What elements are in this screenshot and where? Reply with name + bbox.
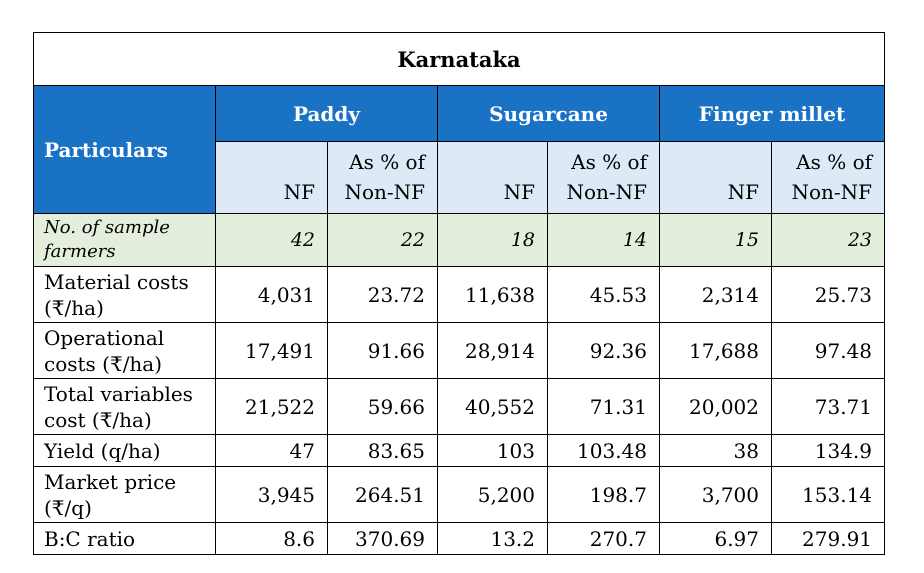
table-row-market-price: Market price (₹/q) 3,945 264.51 5,200 198…	[33, 466, 886, 523]
pct-header: As % of Non-NF	[770, 141, 886, 214]
table-cell: 20,002	[659, 378, 772, 435]
table-cell: 3,700	[659, 466, 772, 523]
table-cell: 23	[770, 213, 886, 267]
table-cell: 3,945	[215, 466, 328, 523]
table-cell: 14	[547, 213, 660, 267]
table-row-total-variables-cost: Total variables cost (₹/ha) 21,522 59.66 …	[33, 378, 886, 435]
table-cell: 38	[659, 434, 772, 467]
table-row-sample-farmers: No. of sample farmers 42 22 18 14 15 23	[33, 213, 886, 267]
table-cell: 25.73	[770, 266, 886, 323]
particulars-header: Particulars	[33, 85, 216, 214]
nf-header: NF	[437, 141, 548, 214]
table-row-bc-ratio: B:C ratio 8.6 370.69 13.2 270.7 6.97 279…	[33, 522, 886, 555]
row-label: Material costs (₹/ha)	[33, 266, 216, 323]
pct-header: As % of Non-NF	[547, 141, 660, 214]
table-cell: 6.97	[659, 522, 772, 555]
table-cell: 91.66	[327, 322, 438, 379]
table-row-material-costs: Material costs (₹/ha) 4,031 23.72 11,638 …	[33, 266, 886, 323]
table-cell: 13.2	[437, 522, 548, 555]
table-row-operational-costs: Operational costs (₹/ha) 17,491 91.66 28,…	[33, 322, 886, 379]
crop-header-paddy: Paddy	[215, 85, 438, 142]
nf-header: NF	[215, 141, 328, 214]
table-cell: 270.7	[547, 522, 660, 555]
table-cell: 370.69	[327, 522, 438, 555]
table-cell: 15	[659, 213, 772, 267]
table-cell: 97.48	[770, 322, 886, 379]
table-cell: 21,522	[215, 378, 328, 435]
table-cell: 83.65	[327, 434, 438, 467]
table-cell: 18	[437, 213, 548, 267]
table-cell: 134.9	[770, 434, 886, 467]
row-label: B:C ratio	[33, 522, 216, 555]
crop-header-sugarcane: Sugarcane	[437, 85, 660, 142]
table-cell: 103	[437, 434, 548, 467]
pct-header: As % of Non-NF	[327, 141, 438, 214]
row-label: Total variables cost (₹/ha)	[33, 378, 216, 435]
row-label: No. of sample farmers	[33, 213, 216, 267]
table-cell: 92.36	[547, 322, 660, 379]
karnataka-table: Karnataka Particulars Paddy Sugarcane Fi…	[32, 32, 886, 555]
table-cell: 279.91	[770, 522, 886, 555]
table-cell: 40,552	[437, 378, 548, 435]
table-cell: 71.31	[547, 378, 660, 435]
table-cell: 47	[215, 434, 328, 467]
table-cell: 22	[327, 213, 438, 267]
table-cell: 5,200	[437, 466, 548, 523]
row-label: Operational costs (₹/ha)	[33, 322, 216, 379]
table-cell: 8.6	[215, 522, 328, 555]
table-cell: 28,914	[437, 322, 548, 379]
table-cell: 17,688	[659, 322, 772, 379]
row-label: Yield (q/ha)	[33, 434, 216, 467]
table-cell: 73.71	[770, 378, 886, 435]
table-cell: 17,491	[215, 322, 328, 379]
table-title: Karnataka	[32, 32, 886, 86]
table-cell: 4,031	[215, 266, 328, 323]
table-cell: 11,638	[437, 266, 548, 323]
table-cell: 23.72	[327, 266, 438, 323]
table-cell: 153.14	[770, 466, 886, 523]
table-cell: 59.66	[327, 378, 438, 435]
crop-header-finger-millet: Finger millet	[658, 85, 886, 142]
table-cell: 2,314	[659, 266, 772, 323]
table-cell: 45.53	[547, 266, 660, 323]
table-row-yield: Yield (q/ha) 47 83.65 103 103.48 38 134.…	[33, 434, 886, 467]
table-cell: 103.48	[547, 434, 660, 467]
table-cell: 42	[215, 213, 328, 267]
nf-header: NF	[659, 141, 772, 214]
table-cell: 198.7	[547, 466, 660, 523]
table-cell: 264.51	[327, 466, 438, 523]
row-label: Market price (₹/q)	[33, 466, 216, 523]
